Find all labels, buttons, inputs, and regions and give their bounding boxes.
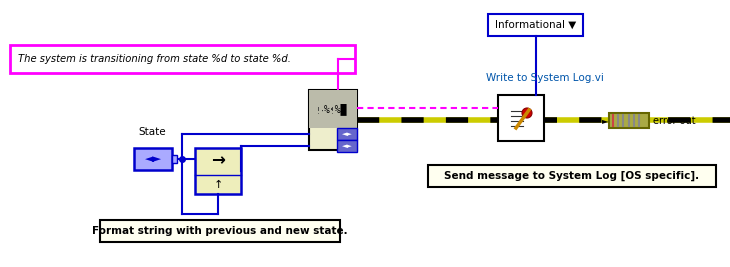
Bar <box>10 45 355 73</box>
Circle shape <box>522 108 532 118</box>
Bar <box>498 95 544 141</box>
Text: ◄►: ◄► <box>342 143 353 149</box>
Text: →: → <box>211 152 225 170</box>
Bar <box>609 113 649 128</box>
Text: Send message to System Log [OS specific].: Send message to System Log [OS specific]… <box>445 171 699 181</box>
Bar <box>100 220 340 242</box>
Text: Format string with previous and new state.: Format string with previous and new stat… <box>92 226 347 236</box>
Text: Informational ▼: Informational ▼ <box>495 20 576 30</box>
Bar <box>195 148 241 194</box>
Bar <box>309 90 357 150</box>
Text: ↑: ↑ <box>213 180 223 190</box>
Text: error out: error out <box>653 116 696 125</box>
Bar <box>172 155 177 163</box>
Text: ►: ► <box>602 116 608 125</box>
Bar <box>337 128 357 140</box>
Text: Write to System Log.vi: Write to System Log.vi <box>486 73 604 83</box>
Text: The system is transitioning from state %d to state %d.: The system is transitioning from state %… <box>18 54 291 64</box>
Bar <box>488 14 583 36</box>
Bar <box>337 140 357 152</box>
Text: !··!: !··! <box>316 107 337 116</box>
Bar <box>134 148 172 170</box>
Text: ◄►: ◄► <box>145 154 161 164</box>
Text: ◄►: ◄► <box>342 131 353 137</box>
Text: State: State <box>138 127 166 137</box>
Bar <box>309 90 357 128</box>
Text: %·%█: %·%█ <box>323 103 347 115</box>
Bar <box>428 165 716 187</box>
